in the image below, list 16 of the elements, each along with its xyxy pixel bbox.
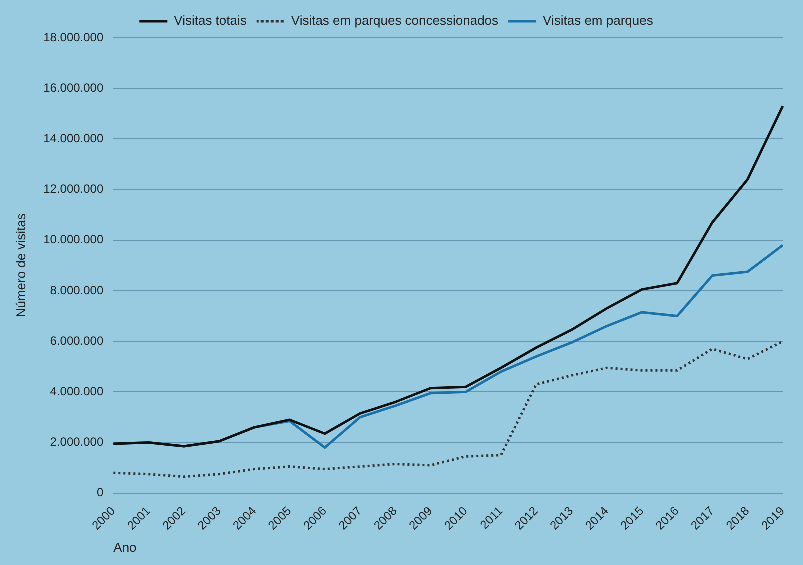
y-tick-label: 16.000.000 bbox=[44, 80, 104, 95]
legend-label: Visitas totais bbox=[174, 13, 248, 28]
y-tick-label: 4.000.000 bbox=[50, 384, 104, 398]
y-tick-label: 12.000.000 bbox=[44, 182, 104, 196]
line-series bbox=[112, 340, 784, 478]
legend-label: Visitas em parques bbox=[543, 13, 654, 28]
y-tick-label: 14.000.000 bbox=[44, 132, 104, 146]
x-axis-title: Ano bbox=[114, 540, 137, 555]
y-tick-label: 18.000.000 bbox=[44, 30, 104, 44]
y-tick-label: 0 bbox=[96, 486, 104, 500]
y-tick-label: 8.000.000 bbox=[50, 283, 104, 298]
y-axis-title: Número de visitas bbox=[13, 213, 28, 318]
legend-label: Visitas em parques concessionados bbox=[291, 13, 500, 28]
y-tick-label: 6.000.000 bbox=[50, 334, 104, 348]
y-tick-label: 10.000.000 bbox=[44, 232, 104, 247]
y-tick-label: 2.000.000 bbox=[50, 435, 104, 450]
